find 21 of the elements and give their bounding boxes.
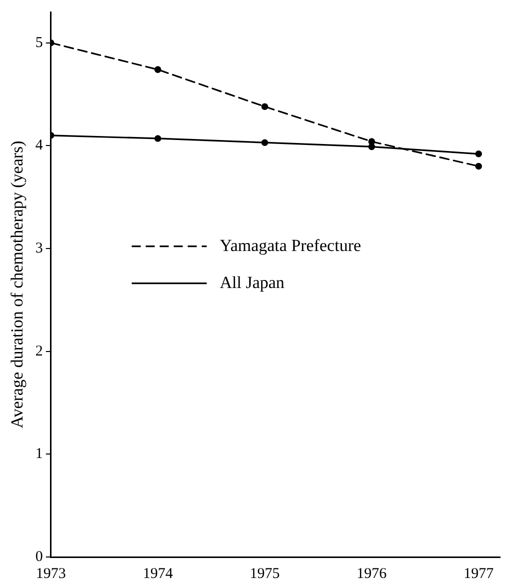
y-axis-title: Average duration of chemotherapy (years) (8, 140, 27, 428)
y-tick-label: 0 (35, 548, 43, 565)
y-tick-label: 5 (35, 34, 43, 51)
point (154, 135, 162, 142)
x-tick-label: 1974 (142, 566, 174, 582)
x-tick-label: 1977 (464, 566, 494, 582)
x-tick-label: 1973 (36, 566, 66, 582)
y-tick-label: 2 (35, 343, 43, 360)
point (261, 139, 268, 146)
point (154, 66, 162, 73)
legend-label: Yamagata Prefecture (220, 236, 362, 255)
x-tick-label: 1976 (356, 566, 388, 582)
point (475, 150, 482, 158)
x-tick-label: 1975 (250, 566, 280, 582)
y-tick-label: 1 (35, 446, 43, 462)
point (368, 138, 376, 145)
point (475, 162, 482, 170)
y-tick-label: 3 (35, 240, 43, 256)
y-tick-label: 4 (35, 138, 44, 154)
point (261, 103, 268, 110)
legend-label: All Japan (220, 272, 285, 292)
